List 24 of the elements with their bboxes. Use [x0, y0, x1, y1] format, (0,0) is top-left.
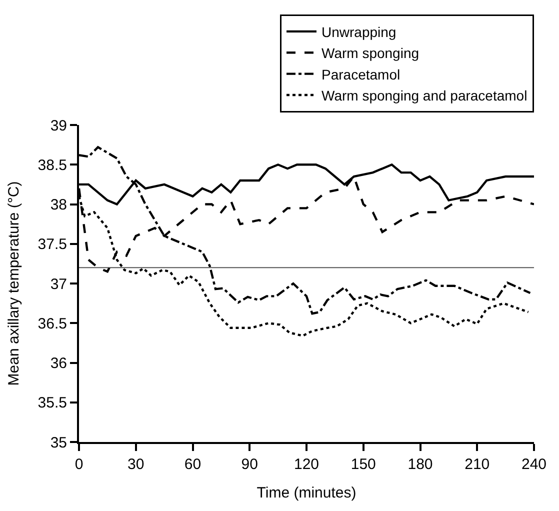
x-tick-label: 60	[184, 456, 202, 473]
x-tick-label: 150	[350, 456, 376, 473]
x-axis-title: Time (minutes)	[256, 484, 356, 502]
legend-label: Warm sponging	[322, 45, 420, 62]
y-tick-label: 38.5	[38, 156, 67, 174]
y-tick-label: 37.5	[38, 236, 67, 254]
y-tick-label: 39	[50, 117, 67, 134]
y-axis-title: Mean axillary temperature (°C)	[6, 181, 23, 386]
y-tick-label: 36.5	[38, 315, 67, 332]
x-tick-label: 0	[74, 456, 84, 473]
y-tick-label: 38	[50, 196, 67, 214]
y-tick-label: 37	[50, 276, 67, 293]
y-tick-label: 35	[50, 434, 67, 452]
x-tick-label: 30	[128, 456, 144, 473]
legend-label: Warm sponging and paracetamol	[322, 87, 528, 104]
legend-label: Paracetamol	[322, 66, 400, 82]
legend-label: Unwrapping	[322, 24, 396, 40]
y-tick-label: 35.5	[38, 394, 67, 412]
x-tick-label: 180	[408, 456, 433, 473]
y-tick-label: 36	[50, 355, 67, 372]
x-tick-label: 120	[294, 456, 320, 473]
x-tick-label: 210	[464, 456, 490, 473]
x-tick-label: 240	[521, 456, 547, 473]
x-tick-label: 90	[241, 456, 258, 473]
